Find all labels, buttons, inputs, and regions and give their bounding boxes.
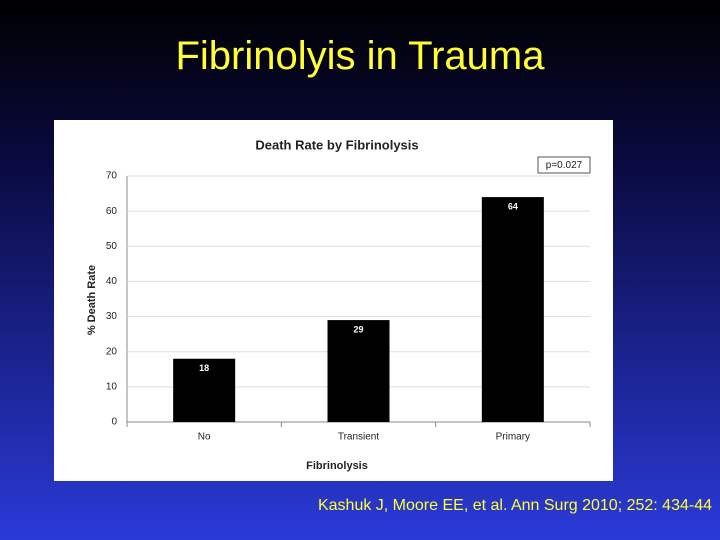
- data-label: 29: [353, 324, 363, 334]
- chart-title: Death Rate by Fibrinolysis: [255, 137, 418, 152]
- x-axis-label: Fibrinolysis: [306, 460, 368, 472]
- y-tick-label: 40: [106, 276, 118, 287]
- y-tick-label: 70: [106, 171, 118, 182]
- y-tick-label: 50: [106, 241, 118, 252]
- x-tick-label: Primary: [496, 432, 530, 443]
- y-tick-label: 0: [111, 417, 117, 428]
- data-label: 64: [508, 201, 518, 211]
- annotation-box: [537, 156, 591, 174]
- bar: [481, 197, 544, 422]
- annotation: p=0.027: [546, 160, 583, 171]
- bar: [327, 320, 390, 422]
- y-tick-label: 30: [106, 311, 118, 322]
- slide-title: Fibrinolyis in Trauma: [175, 34, 545, 78]
- data-label: 18: [199, 363, 209, 373]
- x-tick-label: Transient: [338, 432, 380, 443]
- y-tick-label: 60: [106, 206, 118, 217]
- x-tick-label: No: [198, 432, 211, 443]
- y-axis-label: % Death Rate: [86, 265, 98, 335]
- y-tick-label: 10: [106, 381, 118, 392]
- chart: Death Rate by Fibrinolysis p=0.027 Fibri…: [54, 120, 613, 481]
- y-tick-label: 20: [106, 346, 118, 357]
- bar: [173, 358, 236, 422]
- citation: Kashuk J, Moore EE, et al. Ann Surg 2010…: [317, 497, 712, 514]
